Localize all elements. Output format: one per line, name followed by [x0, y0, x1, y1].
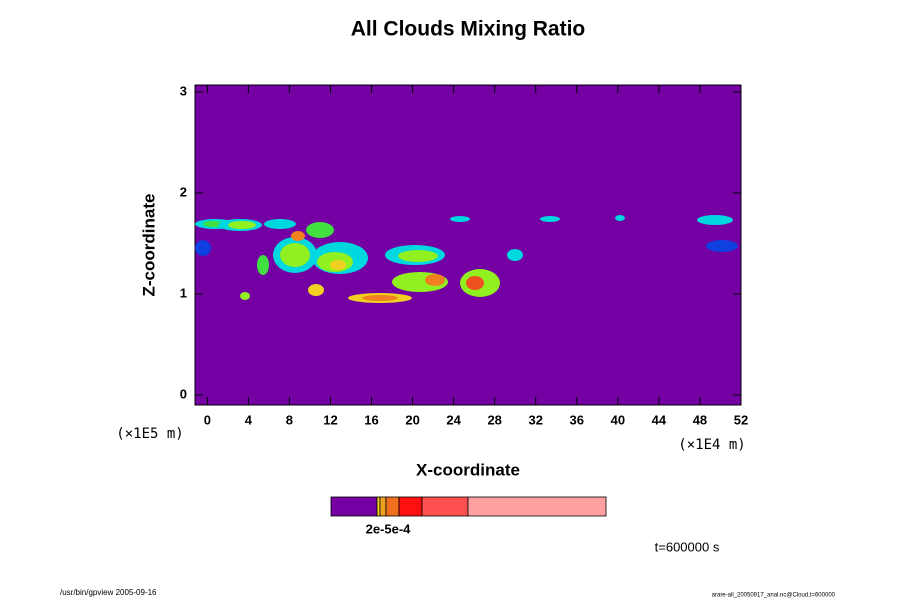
time-label: t=600000 s	[655, 539, 720, 554]
y-axis-title: Z-coordinate	[139, 194, 158, 297]
colorbar	[330, 496, 607, 517]
x-tick-label: 8	[286, 412, 293, 427]
y-tick-label: 2	[180, 184, 187, 199]
footer-right: arare-all_20050917_anal.nc@Cloud,t=60000…	[712, 593, 836, 599]
x-tick-label: 52	[734, 412, 748, 427]
x-unit: (×1E4 m)	[678, 437, 745, 453]
x-tick-label: 20	[405, 412, 419, 427]
x-tick-label: 40	[611, 412, 625, 427]
x-tick-label: 16	[364, 412, 378, 427]
footer-left: /usr/bin/gpview 2005-09-16	[60, 588, 157, 597]
cloud-field	[195, 215, 738, 303]
x-tick-label: 28	[487, 412, 501, 427]
x-tick-label: 44	[652, 412, 667, 427]
x-axis-title: X-coordinate	[416, 460, 520, 479]
x-tick-label: 24	[446, 412, 461, 427]
x-tick-label: 12	[323, 412, 337, 427]
x-tick-label: 36	[570, 412, 584, 427]
y-tick-label: 3	[180, 84, 187, 99]
x-tick-label: 48	[693, 412, 707, 427]
colorbar-label: 2e-5e-4	[366, 521, 412, 536]
chart-title: All Clouds Mixing Ratio	[351, 18, 586, 41]
y-tick-label: 0	[180, 386, 187, 401]
x-tick-label: 32	[529, 412, 543, 427]
x-tick-label: 4	[245, 412, 253, 427]
y-unit: (×1E5 m)	[116, 426, 183, 442]
y-tick-label: 1	[180, 285, 187, 300]
x-tick-label: 0	[204, 412, 211, 427]
